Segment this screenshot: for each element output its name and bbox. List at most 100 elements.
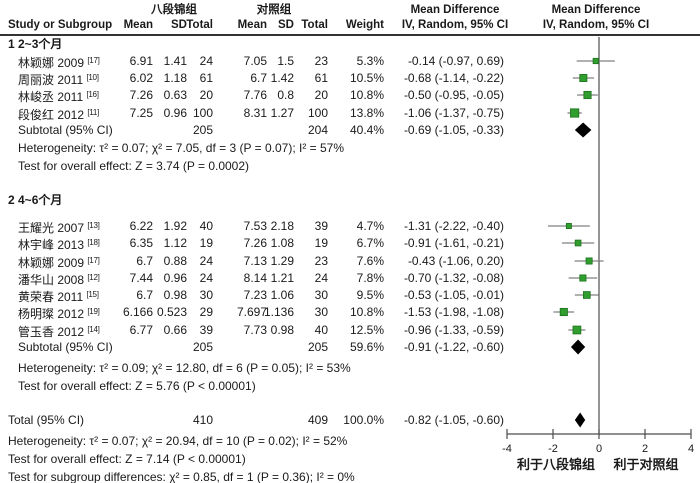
mean2-cell: 7.23 [243, 288, 267, 302]
total2-cell: 204 [307, 123, 328, 137]
sd1-cell: 1.92 [163, 219, 187, 233]
total1-cell: 61 [199, 71, 213, 85]
effect-square [565, 223, 572, 229]
ci-cell: -0.70 (-1.32, -0.08) [403, 271, 504, 285]
ci-cell: -0.53 (-1.05, -0.01) [403, 288, 504, 302]
sd2-cell: 1.42 [270, 71, 294, 85]
weight-cell: 59.6% [349, 340, 384, 354]
mean1-cell: 6.91 [129, 54, 153, 68]
mean1-cell: 7.25 [129, 106, 153, 120]
mean1-cell: 7.44 [129, 271, 153, 285]
header-divider [0, 34, 700, 36]
group1-header: 八段锦组 [151, 4, 197, 16]
mean2-cell: 6.7 [250, 71, 267, 85]
sd2-cell: 1.5 [277, 54, 294, 68]
favors-right-label: 利于对照组 [613, 457, 678, 472]
sd1-cell: 0.88 [163, 254, 187, 268]
col-sd1-header: SD [171, 19, 187, 31]
sd2-cell: 2.18 [270, 219, 294, 233]
mean2-cell: 7.697 [236, 305, 267, 319]
sd1-cell: 1.18 [163, 71, 187, 85]
total-heterogeneity-text: Heterogeneity: τ² = 0.07; χ² = 20.94, df… [8, 434, 348, 448]
citation-ref: [17] [87, 56, 100, 65]
total1-cell: 29 [199, 305, 213, 319]
mean1-cell: 6.7 [136, 254, 153, 268]
total1-cell: 20 [199, 88, 213, 102]
total2-cell: 205 [307, 340, 328, 354]
total2-cell: 30 [314, 288, 328, 302]
mean2-cell: 7.05 [243, 54, 267, 68]
sd2-cell: 1.08 [270, 236, 294, 250]
weight-cell: 10.8% [349, 88, 384, 102]
heterogeneity-text: Heterogeneity: τ² = 0.09; χ² = 12.80, df… [18, 361, 351, 375]
md-column-title: Mean Difference [410, 4, 500, 16]
study-name: 王耀光 2007 [13] [18, 221, 100, 235]
weight-cell: 100.0% [343, 413, 384, 427]
mean1-cell: 6.7 [136, 288, 153, 302]
weight-cell: 6.7% [356, 236, 384, 250]
sd1-cell: 0.63 [163, 88, 187, 102]
mean2-cell: 7.26 [243, 236, 267, 250]
total2-cell: 409 [307, 413, 328, 427]
effect-square [585, 257, 593, 265]
sd2-cell: 1.27 [270, 106, 294, 120]
study-name: 林颖娜 2009 [17] [18, 256, 100, 270]
total2-cell: 30 [314, 305, 328, 319]
mean2-cell: 7.73 [243, 323, 267, 337]
total1-cell: 410 [192, 413, 213, 427]
total2-cell: 100 [307, 106, 328, 120]
weight-cell: 10.5% [349, 71, 384, 85]
sd2-cell: 0.8 [277, 88, 294, 102]
md-plot-subtitle: IV, Random, 95% CI [542, 19, 650, 31]
total2-cell: 39 [314, 219, 328, 233]
citation-ref: [11] [87, 108, 99, 117]
ci-cell: -0.14 (-0.97, 0.69) [407, 54, 504, 68]
group2-header: 对照组 [256, 4, 292, 16]
subgroup-label: 2 4~6个月 [8, 193, 63, 207]
study-name: 管玉香 2012 [14] [18, 325, 100, 339]
ci-cell: -1.31 (-2.22, -0.40) [403, 219, 504, 233]
citation-ref: [18] [87, 238, 100, 247]
mean1-cell: 6.35 [129, 236, 153, 250]
subtotal-label: Subtotal (95% CI) [18, 340, 113, 354]
total1-cell: 30 [199, 288, 213, 302]
mean1-cell: 6.22 [129, 219, 153, 233]
study-name: 潘华山 2008 [12] [18, 273, 100, 287]
axis-tick-label: -2 [548, 443, 558, 455]
favors-left-label: 利于八段锦组 [517, 457, 595, 472]
mean2-cell: 7.76 [243, 88, 267, 102]
total-overall-effect-text: Test for overall effect: Z = 7.14 (P < 0… [8, 452, 246, 466]
weight-cell: 40.4% [349, 123, 384, 137]
col-sd2-header: SD [278, 19, 294, 31]
total1-cell: 19 [199, 236, 213, 250]
weight-cell: 10.8% [349, 305, 384, 319]
ci-cell: -0.69 (-1.05, -0.33) [403, 123, 504, 137]
sd1-cell: 0.523 [156, 305, 187, 319]
weight-cell: 7.6% [356, 254, 384, 268]
total1-cell: 24 [199, 254, 213, 268]
mean1-cell: 6.02 [129, 71, 153, 85]
weight-cell: 13.8% [349, 106, 384, 120]
ci-cell: -0.82 (-1.05, -0.60) [403, 413, 504, 427]
sd1-cell: 0.96 [163, 271, 187, 285]
weight-cell: 7.8% [356, 271, 384, 285]
effect-square [570, 108, 580, 118]
axis-tick-label: -4 [502, 443, 512, 455]
citation-ref: [14] [87, 325, 100, 334]
pooled-diamond [570, 339, 586, 355]
ci-cell: -0.50 (-0.95, -0.05) [403, 88, 504, 102]
mean2-cell: 8.31 [243, 106, 267, 120]
col-total1-header: Total [186, 19, 213, 31]
col-weight-header: Weight [345, 19, 384, 31]
ci-cell: -0.43 (-1.06, 0.20) [407, 254, 504, 268]
study-name: 林颖娜 2009 [17] [18, 56, 100, 70]
total1-cell: 205 [192, 340, 213, 354]
effect-square [582, 291, 591, 299]
col-study-header: Study or Subgroup [8, 19, 113, 31]
col-total2-header: Total [301, 19, 328, 31]
total1-cell: 24 [199, 271, 213, 285]
study-name: 段俊红 2012 [11] [18, 108, 99, 122]
mean2-cell: 7.13 [243, 254, 267, 268]
study-name: 林峻丞 2011 [16] [18, 90, 99, 104]
